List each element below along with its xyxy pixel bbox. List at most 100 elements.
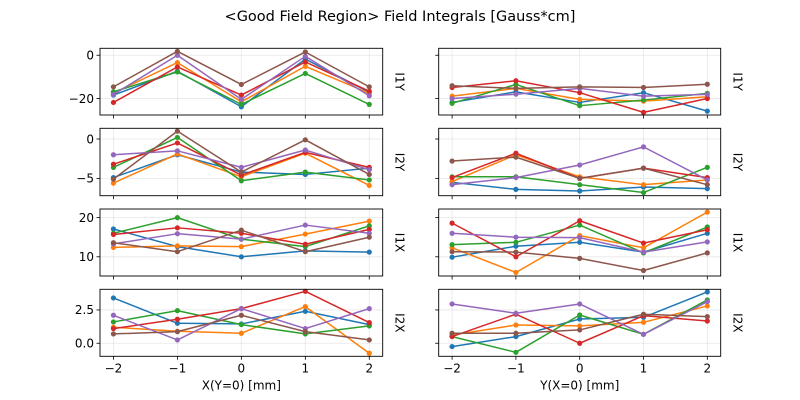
- data-point-series-6: [238, 169, 244, 175]
- data-point-series-6: [302, 137, 308, 143]
- data-point-series-3: [577, 312, 583, 318]
- data-point-series-2: [513, 322, 519, 328]
- data-point-series-6: [704, 314, 710, 320]
- x-tick-label: −2: [443, 361, 461, 375]
- data-point-series-2: [577, 96, 583, 103]
- data-point-series-5: [449, 95, 455, 102]
- data-point-series-5: [302, 147, 308, 153]
- data-point-series-3: [110, 319, 117, 325]
- y-tick-label: 20: [79, 211, 94, 225]
- data-point-series-1: [577, 188, 583, 194]
- data-point-series-1: [704, 186, 710, 192]
- data-point-series-1: [366, 249, 372, 255]
- data-point-series-3: [704, 164, 710, 170]
- data-point-series-6: [366, 234, 372, 240]
- x-tick-label: −1: [169, 361, 187, 375]
- data-point-series-5: [174, 148, 180, 154]
- data-point-series-3: [302, 70, 308, 77]
- data-point-series-5: [366, 306, 372, 312]
- data-point-series-6: [238, 227, 244, 233]
- data-point-series-4: [238, 92, 244, 98]
- data-point-series-3: [366, 101, 372, 107]
- data-point-series-5: [110, 312, 117, 318]
- y-axis-label: I1X: [731, 233, 745, 252]
- data-point-series-5: [704, 177, 710, 183]
- data-point-series-4: [704, 318, 710, 324]
- data-point-series-4: [449, 220, 455, 226]
- data-point-series-5: [302, 222, 308, 228]
- data-point-series-6: [513, 85, 519, 91]
- data-point-series-2: [238, 244, 244, 250]
- data-point-series-5: [366, 167, 372, 173]
- data-point-series-1: [577, 239, 583, 245]
- data-point-series-2: [110, 180, 117, 186]
- y-tick-label: 2.5: [75, 303, 94, 317]
- x-axis-label: Y(X=0) [mm]: [539, 378, 619, 392]
- data-point-series-6: [174, 329, 180, 335]
- data-point-series-6: [110, 84, 117, 90]
- data-point-series-3: [513, 349, 519, 355]
- data-point-series-4: [513, 254, 519, 260]
- data-point-series-4: [513, 150, 519, 156]
- data-point-series-1: [302, 308, 308, 314]
- data-point-series-6: [577, 327, 583, 333]
- data-point-series-5: [513, 91, 519, 97]
- data-point-series-3: [577, 103, 583, 109]
- data-point-series-6: [449, 330, 455, 336]
- data-point-series-6: [174, 128, 180, 134]
- data-point-series-5: [174, 52, 180, 58]
- data-point-series-6: [110, 331, 117, 337]
- data-point-series-5: [704, 91, 710, 98]
- y-tick-label: 0.0: [75, 337, 94, 351]
- data-point-series-3: [174, 134, 180, 141]
- data-point-series-1: [577, 316, 583, 322]
- data-point-series-2: [366, 218, 372, 224]
- data-point-series-4: [449, 174, 455, 181]
- data-point-series-4: [110, 99, 117, 106]
- data-point-series-6: [110, 240, 117, 246]
- data-point-series-6: [110, 176, 117, 182]
- data-point-series-3: [640, 189, 647, 196]
- data-point-series-4: [577, 218, 583, 224]
- data-point-series-5: [640, 331, 647, 337]
- data-point-series-5: [449, 301, 455, 307]
- data-point-series-5: [577, 162, 583, 168]
- y-axis-label: I2X: [731, 313, 745, 332]
- data-point-series-5: [640, 249, 647, 255]
- data-point-series-3: [513, 81, 519, 88]
- data-point-series-6: [513, 154, 519, 160]
- data-point-series-3: [238, 178, 244, 184]
- x-tick-label: 0: [576, 361, 584, 375]
- subplot-i2y-x: 0 −5 I2Y: [76, 127, 407, 200]
- data-point-series-1: [449, 254, 455, 260]
- y-tick-label: −5: [76, 172, 94, 186]
- data-point-series-1: [110, 295, 117, 301]
- data-point-series-1: [110, 226, 117, 232]
- data-point-series-6: [577, 255, 583, 261]
- data-point-series-5: [110, 91, 117, 98]
- data-point-series-6: [449, 83, 455, 89]
- y-tick-label: 10: [79, 250, 94, 264]
- data-point-series-1: [513, 186, 519, 193]
- data-point-series-3: [449, 242, 455, 248]
- data-point-series-3: [174, 69, 180, 75]
- data-point-series-5: [449, 230, 455, 236]
- data-point-series-5: [302, 53, 308, 59]
- data-point-series-3: [238, 321, 244, 328]
- data-point-series-2: [704, 209, 710, 215]
- y-tick-label: 0: [86, 132, 94, 146]
- subplot-i2y-y: I2Y: [435, 127, 745, 200]
- data-point-series-4: [366, 226, 372, 232]
- data-point-series-5: [238, 306, 244, 312]
- subplot-i1x-y: I1X: [435, 208, 745, 280]
- data-point-series-4: [174, 64, 180, 70]
- data-point-series-4: [302, 288, 308, 294]
- data-point-series-5: [110, 152, 117, 158]
- y-axis-label: I2X: [393, 313, 407, 332]
- data-point-series-5: [238, 236, 244, 242]
- data-point-series-5: [449, 182, 455, 188]
- data-point-series-1: [449, 343, 455, 350]
- data-point-series-5: [640, 93, 647, 99]
- subplot-i1y-x: 0 −20 I1Y: [69, 47, 407, 119]
